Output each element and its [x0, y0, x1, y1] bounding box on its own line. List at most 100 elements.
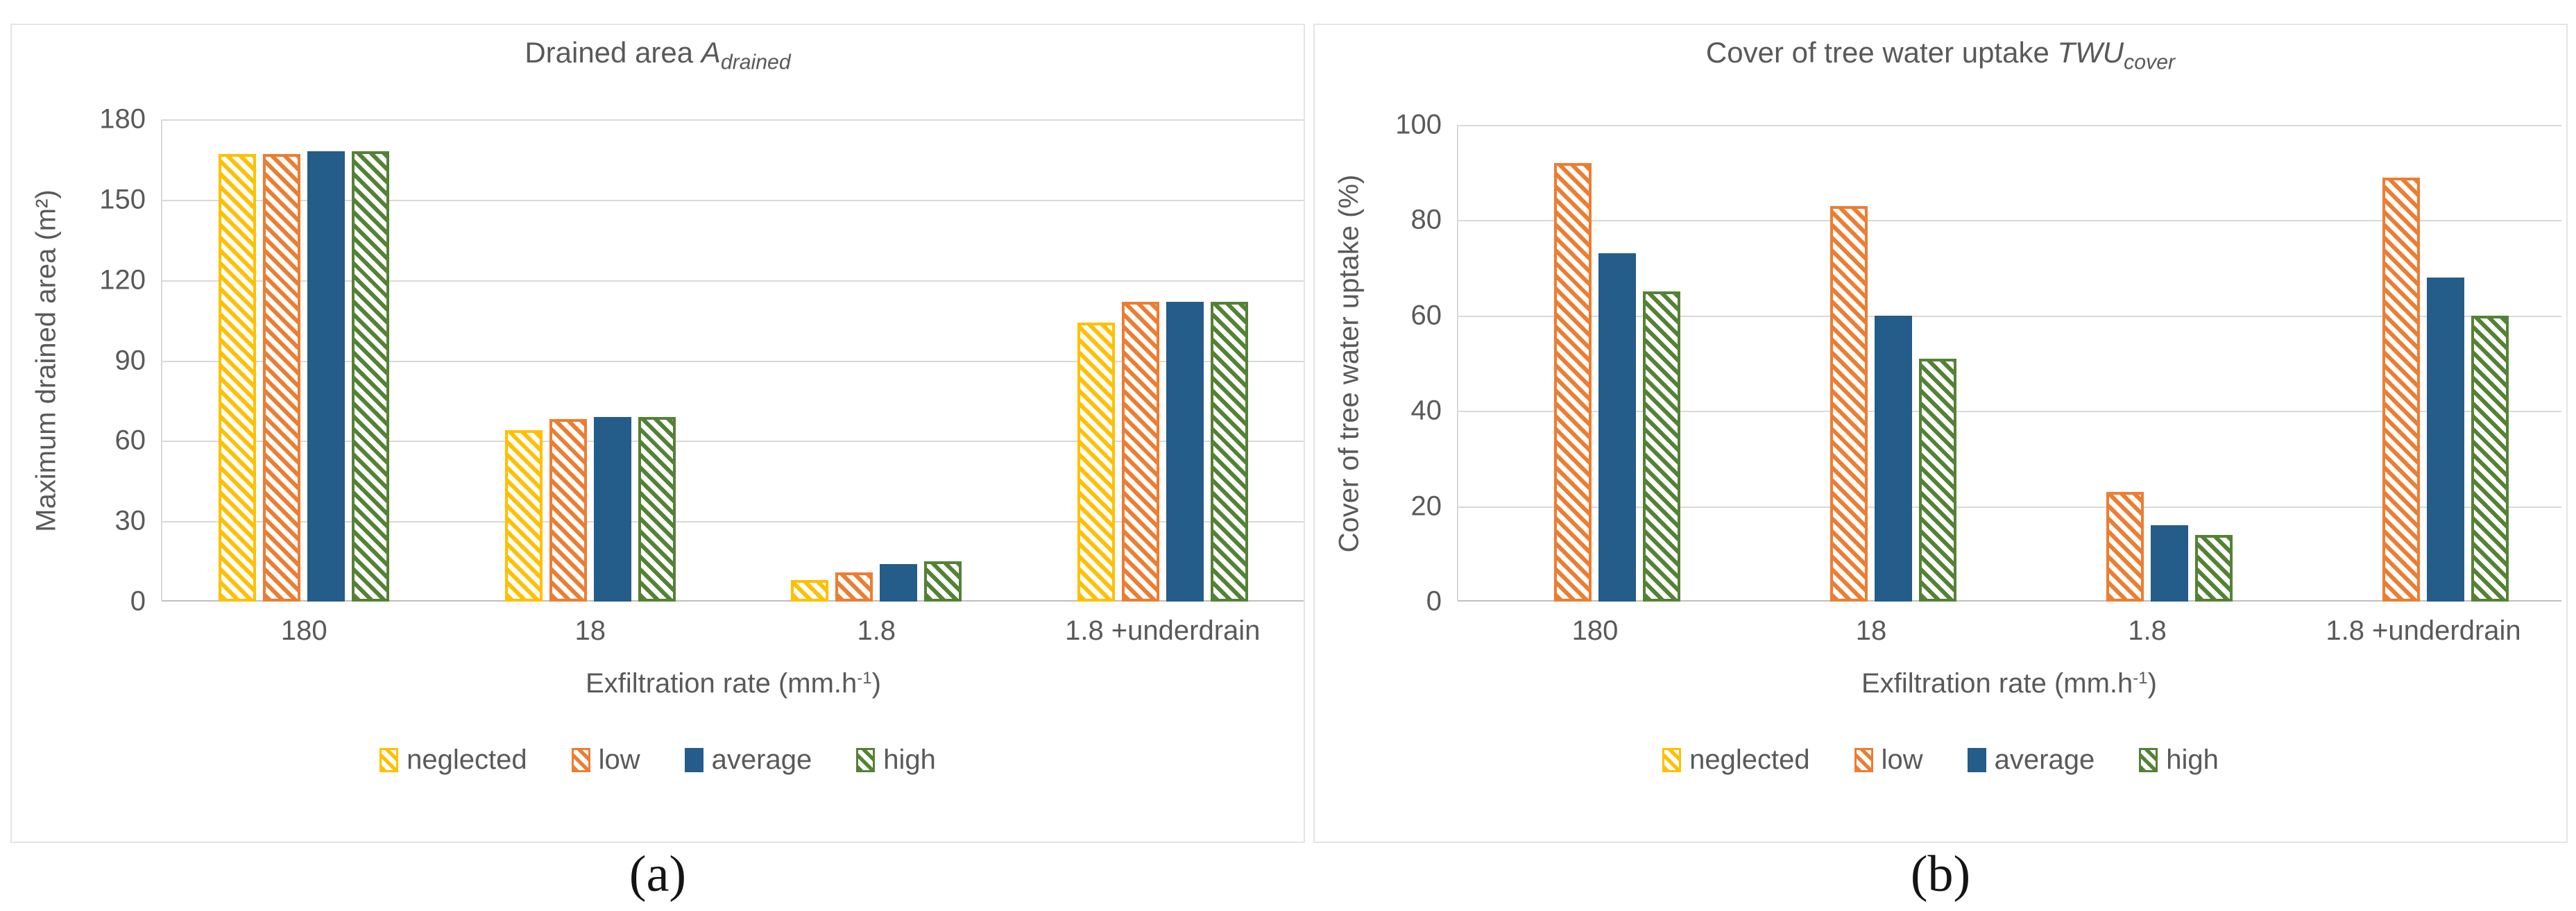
bar-high-1.8 — [924, 561, 962, 602]
chart-title: Cover of tree water uptake TWUcover — [1315, 36, 2566, 75]
legend-item-average: average — [1967, 744, 2095, 776]
axis-line-y — [161, 119, 162, 602]
bar-low-1.8-+underdrain — [2382, 178, 2420, 602]
x-tick-label: 180 — [280, 615, 327, 646]
gridline — [1457, 411, 2561, 412]
x-tick-label: 180 — [1571, 615, 1619, 646]
x-axis-title-text-after: ) — [871, 668, 881, 699]
chart-panel-a: Drained area Adrained Maximum drained are… — [10, 24, 1305, 843]
y-tick-label: 120 — [99, 264, 146, 296]
legend-swatch-average — [1967, 748, 1986, 772]
bar-average-1.8 — [2151, 525, 2188, 602]
chart-title-text: Cover of tree water uptake — [1705, 36, 2058, 69]
x-tick-label: 1.8 — [2128, 615, 2167, 646]
x-tick-label: 1.8 +underdrain — [2326, 615, 2521, 646]
bar-average-1.8-+underdrain — [1166, 302, 1204, 602]
legend-swatch-neglected — [379, 748, 399, 772]
bar-low-18 — [549, 419, 587, 602]
bar-average-180 — [307, 151, 345, 602]
subfigure-label-a: (a) — [629, 846, 687, 903]
legend-item-low: low — [571, 744, 640, 776]
legend-label-neglected: neglected — [407, 744, 527, 775]
legend-label-average: average — [1994, 744, 2095, 775]
chart-title-variable-subscript: cover — [2124, 51, 2176, 74]
x-tick-label: 1.8 +underdrain — [1065, 615, 1261, 646]
x-tick-label: 1.8 — [857, 615, 896, 646]
x-axis-title-text: Exfiltration rate (mm.h — [1861, 668, 2133, 699]
legend: neglected low average high — [12, 744, 1304, 776]
x-axis-title: Exfiltration rate (mm.h-1) — [586, 668, 881, 699]
x-tick-label: 18 — [574, 615, 606, 646]
legend-label-low: low — [598, 744, 640, 775]
y-tick-label: 80 — [1410, 204, 1442, 235]
plot-area — [161, 119, 1304, 602]
gridline — [1457, 316, 2561, 317]
y-tick-label: 20 — [1410, 491, 1442, 522]
legend-swatch-high — [856, 748, 876, 772]
legend-label-neglected: neglected — [1689, 744, 1810, 775]
gridline — [161, 361, 1304, 362]
gridline — [1457, 506, 2561, 508]
gridline — [1457, 125, 2561, 126]
bar-high-1.8 — [2195, 535, 2233, 602]
bar-average-18 — [1875, 316, 1912, 602]
axis-line-x — [1457, 600, 2561, 602]
x-tick-label: 18 — [1855, 615, 1887, 646]
chart-title-variable: A — [701, 36, 721, 69]
y-tick-label: 30 — [114, 505, 146, 536]
legend-swatch-neglected — [1662, 748, 1682, 772]
bar-neglected-1.8-+underdrain — [1077, 323, 1115, 602]
bar-low-180 — [1554, 163, 1592, 602]
bar-high-1.8-+underdrain — [2471, 316, 2509, 602]
legend-swatch-low — [1854, 748, 1873, 772]
bar-high-180 — [352, 151, 389, 602]
legend-swatch-high — [2139, 748, 2158, 772]
bar-low-1.8 — [835, 572, 873, 602]
bar-high-180 — [1643, 291, 1680, 602]
axis-line-x — [161, 600, 1304, 602]
bar-low-1.8-+underdrain — [1122, 302, 1159, 602]
legend-swatch-low — [571, 748, 590, 772]
chart-title-variable-subscript: drained — [720, 51, 791, 74]
y-tick-label: 180 — [99, 103, 146, 135]
legend-item-high: high — [2139, 744, 2219, 776]
y-tick-label: 100 — [1395, 109, 1442, 140]
legend-item-neglected: neglected — [379, 744, 527, 776]
x-axis-title-text: Exfiltration rate (mm.h — [586, 668, 858, 699]
y-tick-label: 40 — [1410, 395, 1442, 426]
legend-item-high: high — [856, 744, 936, 776]
legend-label-average: average — [711, 744, 812, 775]
legend-item-neglected: neglected — [1662, 744, 1810, 776]
bar-average-18 — [594, 417, 631, 602]
y-tick-label: 0 — [130, 586, 146, 617]
y-tick-label: 90 — [114, 345, 146, 375]
chart-panel-b: Cover of tree water uptake TWUcover Cover… — [1313, 24, 2568, 843]
bar-average-180 — [1598, 253, 1636, 602]
legend-swatch-average — [684, 748, 703, 772]
bar-average-1.8-+underdrain — [2427, 278, 2464, 602]
subfigure-label-b: (b) — [1910, 846, 1971, 903]
y-tick-label: 60 — [114, 425, 146, 456]
gridline — [161, 200, 1304, 201]
x-axis-title-text-after: ) — [2147, 668, 2157, 699]
bar-high-18 — [638, 417, 676, 602]
gridline — [161, 521, 1304, 522]
plot-area — [1457, 125, 2561, 602]
bar-low-180 — [263, 154, 300, 602]
bar-neglected-180 — [219, 154, 256, 602]
chart-title-text: Drained area — [524, 36, 701, 69]
y-tick-label: 0 — [1426, 586, 1442, 617]
legend-label-high: high — [883, 744, 936, 775]
legend-label-high: high — [2166, 744, 2219, 775]
bar-high-1.8-+underdrain — [1211, 302, 1248, 602]
legend-item-average: average — [684, 744, 812, 776]
bar-low-1.8 — [2106, 492, 2144, 602]
gridline — [1457, 220, 2561, 221]
axis-line-y — [1457, 125, 1458, 602]
x-axis-title-superscript: -1 — [2133, 668, 2148, 688]
y-tick-label: 60 — [1410, 300, 1442, 331]
bar-average-1.8 — [880, 564, 917, 602]
legend: neglected low average high — [1315, 744, 2566, 776]
bar-neglected-18 — [505, 430, 543, 602]
